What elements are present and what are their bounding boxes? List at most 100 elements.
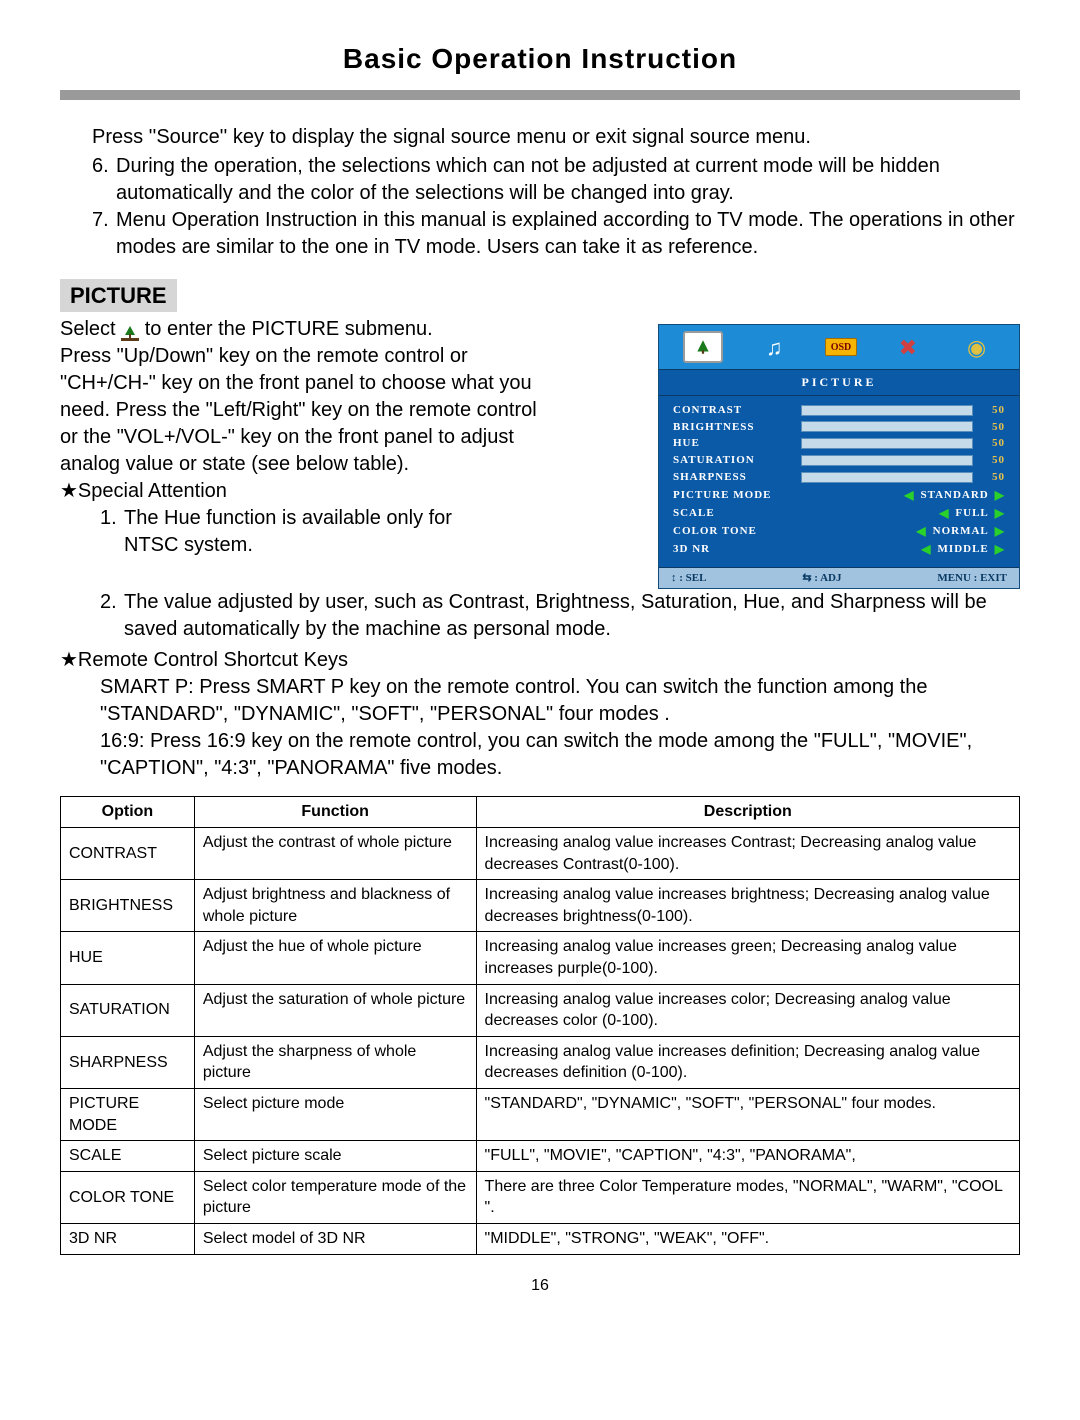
osd-label: COLOR TONE: [673, 524, 793, 539]
chevron-left-icon[interactable]: ◀: [904, 487, 914, 503]
osd-label: PICTURE MODE: [673, 488, 793, 503]
chevron-right-icon[interactable]: ▶: [995, 487, 1005, 503]
osd-row-saturation[interactable]: SATURATION 50: [673, 452, 1005, 469]
osd-label: SATURATION: [673, 453, 793, 468]
osd-title: PICTURE: [659, 370, 1019, 395]
table-row: CONTRASTAdjust the contrast of whole pic…: [61, 828, 1020, 880]
special-item-2: 2. The value adjusted by user, such as C…: [100, 589, 1020, 643]
table-row: HUEAdjust the hue of whole pictureIncrea…: [61, 932, 1020, 984]
cell-option: SATURATION: [61, 984, 195, 1036]
picture-text1: Select: [60, 318, 116, 340]
special-t1b: NTSC system.: [124, 532, 560, 559]
osd-slider[interactable]: [801, 405, 973, 416]
osd-row-3d-nr[interactable]: 3D NR◀MIDDLE▶: [673, 540, 1005, 558]
osd-row-brightness[interactable]: BRIGHTNESS 50: [673, 419, 1005, 436]
tools-tab-icon[interactable]: ✖: [890, 333, 926, 361]
osd-slider[interactable]: [801, 421, 973, 432]
intro-line-source: Press ''Source'' key to display the sign…: [92, 124, 1020, 151]
table-row: SCALESelect picture scale"FULL", "MOVIE"…: [61, 1141, 1020, 1172]
osd-row-sharpness[interactable]: SHARPNESS 50: [673, 469, 1005, 486]
cell-option: PICTURE MODE: [61, 1089, 195, 1141]
num-7: 7.: [92, 207, 116, 261]
cell-option: COLOR TONE: [61, 1171, 195, 1223]
osd-label: 3D NR: [673, 542, 793, 557]
osd-mode-value: STANDARD: [920, 488, 988, 503]
th-function: Function: [194, 797, 476, 828]
osd-value: 50: [981, 420, 1005, 435]
cell-description: "MIDDLE", "STRONG", "WEAK", "OFF".: [476, 1223, 1019, 1254]
tree-icon: [121, 322, 139, 338]
chevron-left-icon[interactable]: ◀: [921, 541, 931, 557]
osd-slider[interactable]: [801, 472, 973, 483]
page-title: Basic Operation Instruction: [60, 40, 1020, 78]
table-row: COLOR TONESelect color temperature mode …: [61, 1171, 1020, 1223]
cell-description: "STANDARD", "DYNAMIC", "SOFT", "PERSONAL…: [476, 1089, 1019, 1141]
cell-description: Increasing analog value increases bright…: [476, 880, 1019, 932]
cell-option: BRIGHTNESS: [61, 880, 195, 932]
picture-tab-icon[interactable]: [683, 331, 723, 363]
intro-item-7: 7. Menu Operation Instruction in this ma…: [92, 207, 1020, 261]
shortcut-block: SMART P: Press SMART P key on the remote…: [100, 674, 1020, 782]
intro-block: Press ''Source'' key to display the sign…: [92, 124, 1020, 261]
picture-instructions: Select to enter the PICTURE submenu. Pre…: [60, 316, 560, 559]
chevron-right-icon[interactable]: ▶: [995, 523, 1005, 539]
chevron-left-icon[interactable]: ◀: [916, 523, 926, 539]
sound-tab-icon[interactable]: ♫: [756, 333, 792, 361]
intro-item-7-text: Menu Operation Instruction in this manua…: [116, 207, 1020, 261]
osd-row-scale[interactable]: SCALE◀FULL▶: [673, 504, 1005, 522]
osd-mode-value: NORMAL: [933, 524, 989, 539]
chevron-right-icon[interactable]: ▶: [995, 505, 1005, 521]
cell-function: Select picture scale: [194, 1141, 476, 1172]
page-number: 16: [60, 1275, 1020, 1297]
osd-label: HUE: [673, 436, 793, 451]
osd-footer: ↕ : SEL ⇆ : ADJ MENU : EXIT: [659, 567, 1019, 589]
picture-section-label: PICTURE: [60, 279, 177, 313]
options-table: Option Function Description CONTRASTAdju…: [60, 796, 1020, 1254]
osd-foot-sel: ↕ : SEL: [671, 571, 706, 586]
cell-description: Increasing analog value increases green;…: [476, 932, 1019, 984]
osd-foot-adj: ⇆ : ADJ: [802, 571, 841, 586]
special-t2: The value adjusted by user, such as Cont…: [124, 589, 1020, 643]
title-underline: [60, 90, 1020, 100]
picture-text2: Press "Up/Down" key on the remote contro…: [60, 343, 560, 478]
osd-slider[interactable]: [801, 438, 973, 449]
osd-row-contrast[interactable]: CONTRAST50: [673, 402, 1005, 419]
osd-label: SHARPNESS: [673, 470, 793, 485]
cell-description: There are three Color Temperature modes,…: [476, 1171, 1019, 1223]
globe-tab-icon[interactable]: ◉: [959, 333, 995, 361]
osd-value: 50: [981, 470, 1005, 485]
special-attention-heading: ★Special Attention: [60, 478, 560, 505]
table-row: PICTURE MODESelect picture mode"STANDARD…: [61, 1089, 1020, 1141]
osd-value: 50: [981, 436, 1005, 451]
osd-body: CONTRAST50BRIGHTNESS50HUE50SATURATION50S…: [659, 396, 1019, 567]
cell-function: Adjust the saturation of whole picture: [194, 984, 476, 1036]
cell-description: Increasing analog value increases color;…: [476, 984, 1019, 1036]
chevron-right-icon[interactable]: ▶: [995, 541, 1005, 557]
intro-item-6-text: During the operation, the selections whi…: [116, 153, 1020, 207]
chevron-left-icon[interactable]: ◀: [939, 505, 949, 521]
cell-function: Select color temperature mode of the pic…: [194, 1171, 476, 1223]
cell-function: Adjust the sharpness of whole picture: [194, 1036, 476, 1088]
osd-mode-value: FULL: [955, 506, 988, 521]
cell-function: Select picture mode: [194, 1089, 476, 1141]
osd-row-picture-mode[interactable]: PICTURE MODE ◀ STANDARD ▶: [673, 486, 1005, 504]
picture-text1b: to enter the PICTURE submenu.: [145, 318, 433, 340]
osd-label: BRIGHTNESS: [673, 420, 793, 435]
osd-row-color-tone[interactable]: COLOR TONE ◀ NORMAL ▶: [673, 522, 1005, 540]
osd-panel: ♫ OSD ✖ ◉ PICTURE CONTRAST50BRIGHTNESS50…: [658, 324, 1020, 589]
cell-description: "FULL", "MOVIE", "CAPTION", "4:3", "PANO…: [476, 1141, 1019, 1172]
table-row: BRIGHTNESSAdjust brightness and blacknes…: [61, 880, 1020, 932]
osd-tab-icon[interactable]: OSD: [825, 338, 857, 356]
cell-function: Adjust the hue of whole picture: [194, 932, 476, 984]
osd-row-hue[interactable]: HUE 50: [673, 435, 1005, 452]
cell-function: Adjust the contrast of whole picture: [194, 828, 476, 880]
th-option: Option: [61, 797, 195, 828]
special-item-1: 1. The Hue function is available only fo…: [100, 505, 560, 559]
cell-description: Increasing analog value increases Contra…: [476, 828, 1019, 880]
shortcut-p1: SMART P: Press SMART P key on the remote…: [100, 674, 1020, 728]
osd-slider[interactable]: [801, 455, 973, 466]
cell-description: Increasing analog value increases defini…: [476, 1036, 1019, 1088]
table-row: SHARPNESSAdjust the sharpness of whole p…: [61, 1036, 1020, 1088]
osd-value: 50: [981, 453, 1005, 468]
osd-label: CONTRAST: [673, 403, 793, 418]
